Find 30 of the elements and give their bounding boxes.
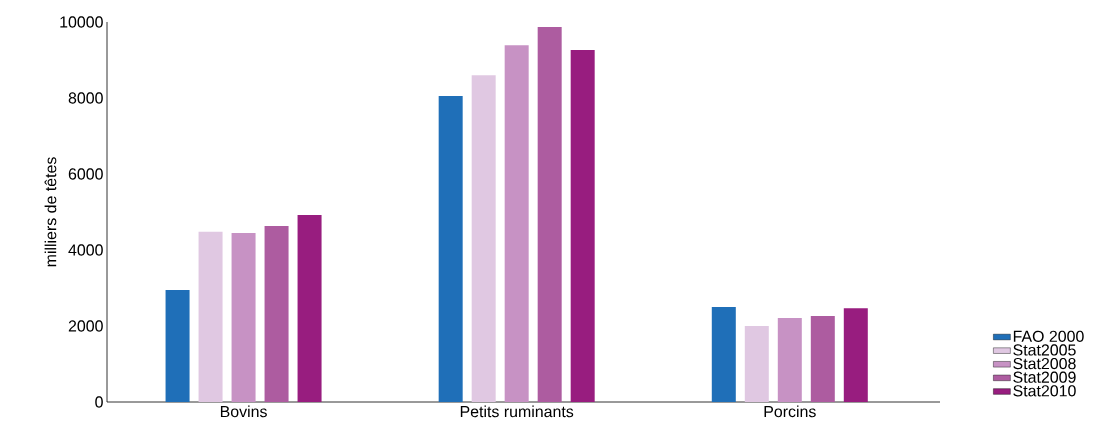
x-tick-label: Porcins <box>764 405 816 418</box>
legend-label: Stat2005 <box>1013 344 1076 356</box>
legend-label: Stat2009 <box>1013 371 1076 383</box>
y-tick-label: 2000 <box>68 320 103 332</box>
y-tick-label: 4000 <box>68 244 103 256</box>
y-tick-label: 8000 <box>68 92 103 104</box>
legend-label: Stat2008 <box>1013 357 1076 370</box>
x-tick-label: Bovins <box>220 405 267 418</box>
y-tick-label: 10000 <box>60 16 103 28</box>
bar <box>198 231 223 402</box>
bar <box>297 215 322 402</box>
bar <box>504 45 529 402</box>
y-tick-label: 0 <box>95 396 103 408</box>
bar <box>264 226 289 402</box>
bar <box>537 26 562 402</box>
x-tick-label: Petits ruminants <box>460 405 574 418</box>
bar <box>711 307 736 402</box>
bar <box>165 289 190 402</box>
legend-label: Stat2010 <box>1013 385 1076 397</box>
bar <box>570 50 595 402</box>
bar <box>471 75 496 402</box>
bar <box>810 316 835 402</box>
bar <box>777 318 802 402</box>
bar <box>231 232 256 402</box>
bar <box>843 308 868 402</box>
bar <box>744 326 769 402</box>
y-axis-title: milliers de têtes <box>44 157 57 267</box>
y-tick-label: 6000 <box>68 168 103 180</box>
bar <box>438 96 463 402</box>
legend-label: FAO 2000 <box>1013 330 1084 342</box>
